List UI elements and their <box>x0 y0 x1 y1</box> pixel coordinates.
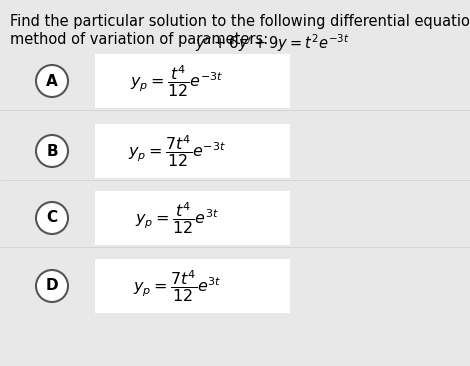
Circle shape <box>36 270 68 302</box>
Text: $y_p = \dfrac{7t^4}{12}e^{-3t}$: $y_p = \dfrac{7t^4}{12}e^{-3t}$ <box>128 133 226 169</box>
Circle shape <box>36 65 68 97</box>
Text: method of variation of parameters:: method of variation of parameters: <box>10 32 273 47</box>
Circle shape <box>36 135 68 167</box>
Text: C: C <box>47 210 57 225</box>
Circle shape <box>36 202 68 234</box>
FancyBboxPatch shape <box>95 259 290 313</box>
FancyBboxPatch shape <box>95 191 290 245</box>
Text: B: B <box>46 143 58 158</box>
Text: Find the particular solution to the following differential equation using the: Find the particular solution to the foll… <box>10 14 470 29</box>
Text: $y'' + 6y' + 9y = t^2e^{-3t}$: $y'' + 6y' + 9y = t^2e^{-3t}$ <box>195 32 350 54</box>
FancyBboxPatch shape <box>95 54 290 108</box>
Text: D: D <box>46 279 58 294</box>
Text: $y_p = \dfrac{t^4}{12}e^{-3t}$: $y_p = \dfrac{t^4}{12}e^{-3t}$ <box>130 63 224 99</box>
FancyBboxPatch shape <box>0 189 470 247</box>
FancyBboxPatch shape <box>0 52 470 110</box>
FancyBboxPatch shape <box>0 257 470 315</box>
Text: A: A <box>46 74 58 89</box>
Text: $y_p = \dfrac{7t^4}{12}e^{3t}$: $y_p = \dfrac{7t^4}{12}e^{3t}$ <box>133 268 221 304</box>
FancyBboxPatch shape <box>95 124 290 178</box>
Text: $y_p = \dfrac{t^4}{12}e^{3t}$: $y_p = \dfrac{t^4}{12}e^{3t}$ <box>135 200 219 236</box>
FancyBboxPatch shape <box>0 122 470 180</box>
